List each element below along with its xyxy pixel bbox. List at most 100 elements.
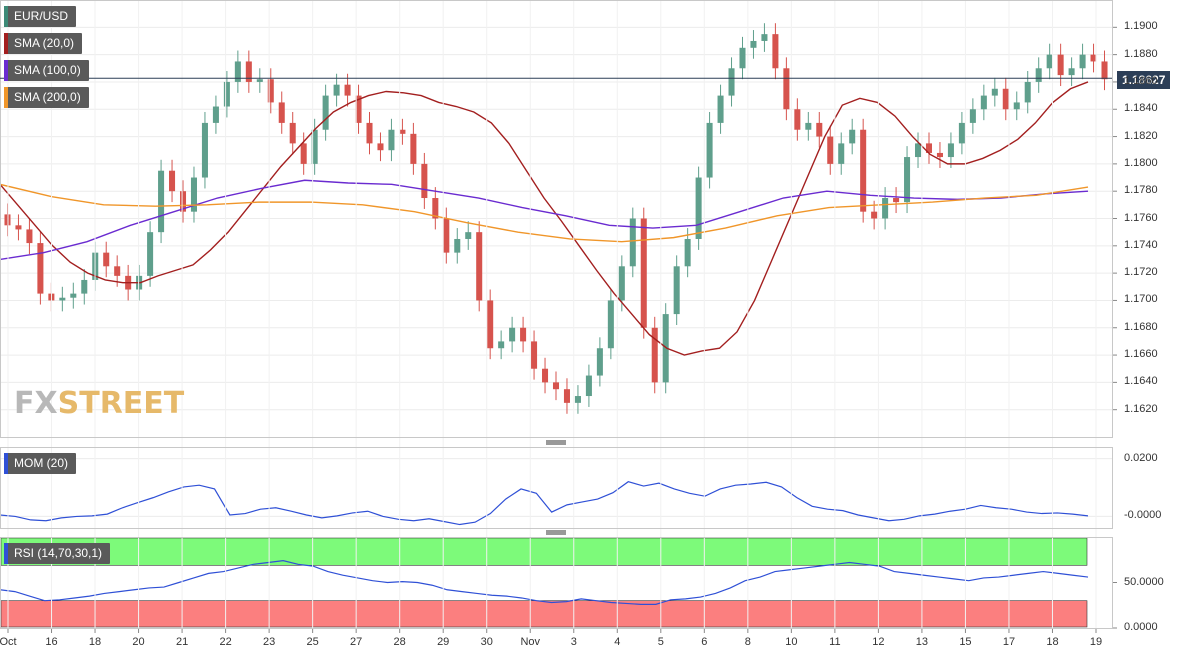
candle-body (245, 61, 252, 82)
candle (1035, 57, 1042, 93)
candle (399, 118, 406, 145)
candle-body (509, 327, 516, 342)
candle-body (805, 122, 812, 130)
candle (4, 203, 11, 237)
candle-body (717, 95, 724, 123)
candle (1101, 50, 1108, 91)
candle-body (936, 152, 943, 158)
x-tick-label: 23 (262, 636, 276, 648)
x-tick-label: 13 (915, 636, 929, 648)
sma-line-2 (0, 183, 1089, 243)
rsi-overbought-zone (0, 537, 1088, 566)
candle (201, 111, 208, 189)
mom-divider-grip[interactable] (546, 440, 566, 445)
candle-body (410, 133, 417, 164)
candle (629, 207, 636, 278)
candle (531, 330, 538, 380)
candle (355, 84, 362, 134)
x-tick-label: 21 (175, 636, 189, 648)
candle (147, 221, 154, 287)
candle (585, 364, 592, 407)
mom-line (0, 481, 1089, 526)
candle (344, 73, 351, 107)
candle (454, 228, 461, 264)
candle (1068, 57, 1075, 87)
candle (443, 207, 450, 264)
candle (223, 71, 230, 118)
candle-body (651, 327, 658, 383)
candle (980, 84, 987, 121)
x-tick-label: 11 (829, 636, 841, 648)
candle-body (103, 252, 110, 267)
candle (1079, 43, 1086, 80)
candle-body (640, 218, 647, 328)
candle-body (333, 84, 340, 96)
candle-body (81, 279, 88, 294)
legend-mom: MOM (20) (4, 453, 76, 474)
candle-body (26, 229, 33, 244)
candle (476, 221, 483, 312)
candle (410, 122, 417, 175)
price-tick-label: 1.1840 (1124, 102, 1158, 115)
candle (607, 289, 614, 360)
candle-body (15, 225, 22, 230)
legend-sma100: SMA (100,0) (4, 60, 89, 81)
candle (59, 286, 66, 312)
price-tick-label: 1.1860 (1124, 74, 1158, 87)
candle-body (1090, 54, 1097, 62)
candle (542, 357, 549, 394)
candle (1046, 43, 1053, 80)
candle-body (1024, 81, 1031, 103)
price-tick-label: 1.1780 (1124, 184, 1158, 197)
candle (761, 23, 768, 52)
candle (245, 50, 252, 93)
candle-body (980, 95, 987, 110)
candle-body (421, 163, 428, 199)
candle-body (70, 293, 77, 298)
candle-body (607, 300, 614, 349)
candle (37, 232, 44, 305)
candle (465, 221, 472, 250)
candle-body (596, 348, 603, 376)
candle-body (1079, 54, 1086, 69)
candle-body (739, 47, 746, 69)
candle (1057, 43, 1064, 87)
candle-body (366, 122, 373, 144)
legend-symbol: EUR/USD (4, 6, 77, 27)
rsi-divider-grip[interactable] (546, 530, 566, 535)
price-tick-label: 1.1680 (1124, 320, 1158, 333)
x-tick-label: 30 (480, 636, 493, 648)
candle (234, 50, 241, 93)
candle-body (212, 106, 219, 123)
candle (772, 23, 779, 80)
candle-body (37, 243, 44, 294)
candle (827, 125, 834, 175)
candle-body (289, 122, 296, 144)
candle (739, 36, 746, 80)
candle (289, 111, 296, 155)
x-tick-label: Oct (0, 636, 17, 648)
x-tick-label: 6 (701, 636, 708, 648)
candle-body (300, 143, 307, 164)
candle (925, 132, 933, 164)
x-tick-label: 15 (959, 636, 972, 648)
candle-body (915, 143, 922, 158)
candle (377, 132, 384, 162)
rsi-tick-label: 50.0000 (1124, 575, 1164, 588)
candle (552, 371, 560, 401)
candle-body (585, 375, 592, 397)
legend-rsi: RSI (14,70,30,1) (4, 543, 111, 564)
candle (563, 378, 570, 414)
candle-body (969, 109, 976, 123)
candle (936, 142, 943, 168)
candle (256, 68, 263, 93)
candle (267, 68, 274, 114)
candle-body (311, 129, 318, 164)
candle (421, 152, 428, 209)
candle-body (772, 34, 779, 69)
candle (169, 159, 176, 203)
candle (849, 118, 856, 155)
x-tick-label: 28 (393, 636, 406, 648)
candle (805, 111, 812, 141)
candle-body (542, 368, 549, 383)
